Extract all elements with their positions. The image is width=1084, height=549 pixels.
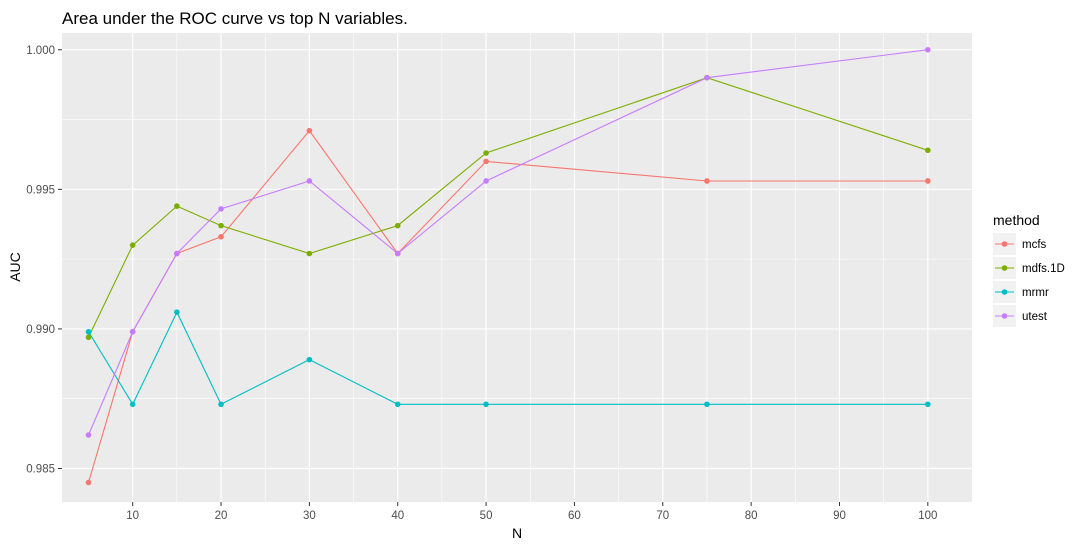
data-point-utest [925, 46, 931, 53]
data-point-mrmr [704, 401, 710, 408]
x-axis-title: N [512, 525, 522, 541]
data-point-utest [85, 432, 92, 438]
data-point-utest [174, 250, 180, 257]
legend-key-point [1001, 241, 1008, 247]
data-point-mdfs.1D [394, 222, 401, 229]
legend-label: utest [1022, 311, 1048, 323]
legend-key-point [1001, 313, 1008, 319]
x-tick-label: 90 [833, 510, 846, 522]
legend-label: mdfs.1D [1022, 263, 1065, 275]
x-tick-label: 60 [568, 510, 581, 522]
data-point-utest [129, 328, 136, 335]
data-point-mcfs [306, 127, 313, 134]
data-point-utest [394, 250, 401, 257]
data-point-mdfs.1D [174, 203, 180, 209]
x-tick-label: 80 [745, 510, 758, 522]
legend-key-point [1001, 265, 1008, 271]
data-point-mcfs [85, 479, 92, 486]
data-point-mdfs.1D [218, 222, 224, 229]
data-point-utest [704, 74, 710, 81]
data-point-utest [483, 178, 489, 184]
y-tick-label: 0.985 [26, 464, 55, 476]
data-point-mdfs.1D [925, 147, 931, 154]
data-point-mrmr [925, 401, 931, 408]
x-tick-label: 30 [303, 510, 316, 522]
y-axis-title: AUC [7, 252, 23, 282]
x-tick-label: 40 [391, 510, 404, 522]
y-tick-label: 0.990 [26, 324, 55, 336]
legend-label: mcfs [1022, 239, 1047, 251]
data-point-utest [218, 206, 224, 212]
data-point-mrmr [394, 401, 401, 408]
legend-key-point [1001, 289, 1008, 295]
legend: method mcfs mdfs.1D mrmr utest [993, 212, 1065, 327]
y-tick-label: 0.995 [26, 184, 55, 196]
data-point-mdfs.1D [129, 242, 136, 248]
plot-panel [62, 33, 972, 502]
data-point-mdfs.1D [85, 334, 92, 341]
data-point-mdfs.1D [483, 150, 489, 156]
data-point-mrmr [218, 401, 224, 408]
legend-label: mrmr [1022, 287, 1049, 299]
data-point-mrmr [129, 401, 136, 408]
y-axis: 0.985 0.990 0.995 1.000 [26, 45, 62, 476]
data-point-mrmr [483, 401, 489, 408]
x-tick-label: 10 [126, 510, 139, 522]
legend-title: method [993, 212, 1040, 228]
x-tick-label: 70 [656, 510, 669, 522]
x-axis: 10 20 30 40 50 60 70 80 90 100 [126, 502, 937, 522]
data-point-mcfs [218, 233, 224, 240]
data-point-mcfs [925, 178, 931, 184]
data-point-mrmr [85, 328, 92, 335]
data-point-mdfs.1D [306, 250, 313, 257]
x-tick-label: 100 [918, 510, 937, 522]
data-point-mrmr [306, 356, 313, 363]
minor-gridlines [62, 33, 972, 502]
major-gridlines [62, 33, 972, 502]
x-tick-label: 50 [480, 510, 493, 522]
data-point-mcfs [483, 158, 489, 165]
data-point-utest [306, 178, 313, 184]
x-tick-label: 20 [215, 510, 228, 522]
data-point-mrmr [174, 309, 180, 315]
series-layer [85, 46, 931, 486]
chart-title: Area under the ROC curve vs top N variab… [62, 9, 408, 28]
data-point-mcfs [704, 178, 710, 184]
y-tick-label: 1.000 [26, 45, 55, 57]
